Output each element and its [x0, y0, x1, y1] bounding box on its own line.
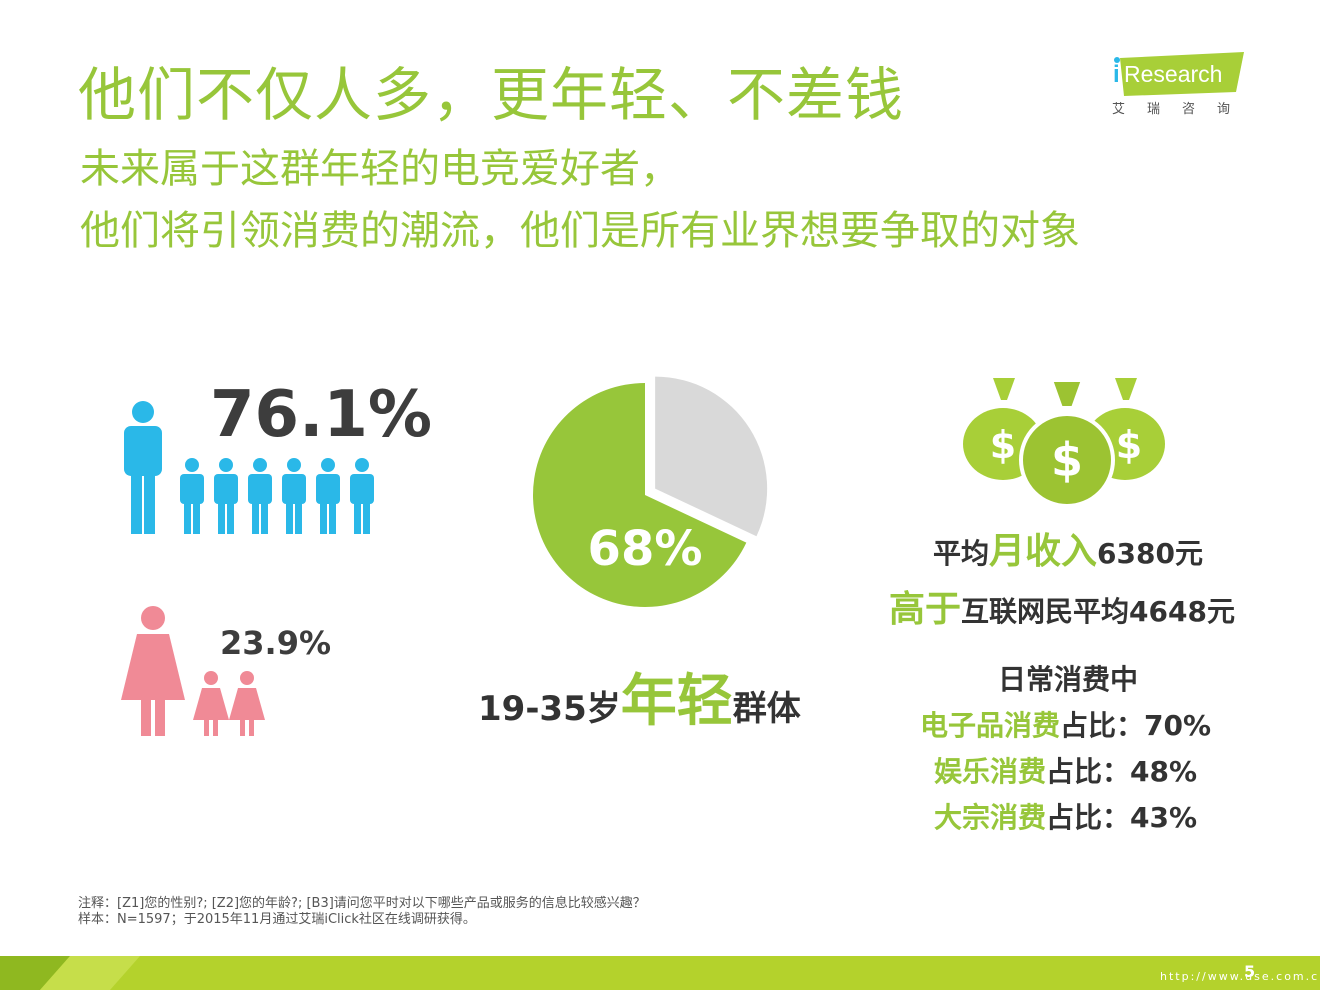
income-comparison: 互联网民平均4648元 — [961, 595, 1235, 628]
age-pie-chart: 68% — [533, 376, 768, 607]
consumption-category: 电子品消费 — [920, 709, 1061, 742]
consumption-item-electronics: 电子品消费占比：70% — [920, 704, 1211, 744]
consumption-header: 日常消费中 — [997, 663, 1138, 696]
age-group-caption: 19-35岁年轻群体 — [478, 656, 801, 737]
svg-text:$: $ — [990, 423, 1016, 467]
page-number: 5 — [1244, 962, 1256, 981]
consumption-share: 占比：43% — [1046, 801, 1198, 834]
subtitle-line-1: 未来属于这群年轻的电竞爱好者， — [80, 146, 680, 192]
male-percentage: 76.1% — [210, 378, 433, 452]
money-bags: $ $ $ — [963, 378, 1165, 508]
female-figures — [121, 606, 265, 736]
consumption-share: 占比：48% — [1046, 755, 1198, 788]
female-person-icon — [121, 606, 185, 736]
pie-slice-age-19-35 — [533, 383, 747, 607]
age-highlight: 年轻 — [620, 669, 733, 734]
male-person-icon — [124, 401, 162, 534]
female-percentage: 23.9% — [220, 624, 332, 662]
male-figures — [124, 401, 374, 534]
subtitle-line-2: 他们将引领消费的潮流，他们是所有业界想要争取的对象 — [80, 208, 1080, 254]
male-person-icon — [214, 458, 238, 534]
consumption-category: 娱乐消费 — [934, 755, 1047, 788]
male-person-icon — [316, 458, 340, 534]
income-monthly-label: 月收入 — [989, 531, 1098, 572]
female-person-icon — [193, 671, 229, 736]
footnote-sample: 样本：N=1597；于2015年11月通过艾瑞iClick社区在线调研获得。 — [78, 912, 476, 927]
pie-data-label: 68% — [588, 521, 703, 577]
consumption-share: 占比：70% — [1060, 709, 1212, 742]
income-value: 6380元 — [1097, 537, 1203, 570]
female-person-icon — [229, 671, 265, 736]
male-person-icon — [248, 458, 272, 534]
logo-chinese-text: 艾瑞咨询 — [1112, 102, 1253, 117]
income-higher-label: 高于 — [889, 589, 962, 630]
pie-slice-other — [655, 376, 768, 537]
male-person-icon — [180, 458, 204, 534]
svg-text:$: $ — [1051, 433, 1083, 487]
income-line-2: 高于互联网民平均4648元 — [862, 580, 1262, 632]
svg-text:$: $ — [1116, 423, 1142, 467]
iresearch-logo: i Research — [1113, 52, 1244, 96]
watermark-url: http://www.use.com.cn — [1160, 970, 1320, 983]
consumption-item-entertainment: 娱乐消费占比：48% — [934, 750, 1197, 790]
logo-research: Research — [1124, 61, 1222, 87]
age-suffix: 群体 — [732, 689, 801, 729]
footer-bar — [0, 956, 1320, 990]
income-avg-label: 平均 — [933, 537, 990, 570]
age-range: 19-35岁 — [478, 689, 621, 729]
income-line-1: 平均月收入6380元 — [868, 522, 1268, 574]
footnote-question: 注释：[Z1]您的性别?; [Z2]您的年龄?; [B3]请问您平时对以下哪些产… — [78, 896, 646, 911]
consumption-category: 大宗消费 — [934, 801, 1047, 834]
money-bag-icon — [1019, 378, 1115, 508]
logo-i: i — [1113, 61, 1120, 88]
page-title: 他们不仅人多，更年轻、不差钱 — [78, 61, 905, 129]
male-person-icon — [350, 458, 374, 534]
consumption-item-bulk: 大宗消费占比：43% — [934, 796, 1197, 836]
male-person-icon — [282, 458, 306, 534]
